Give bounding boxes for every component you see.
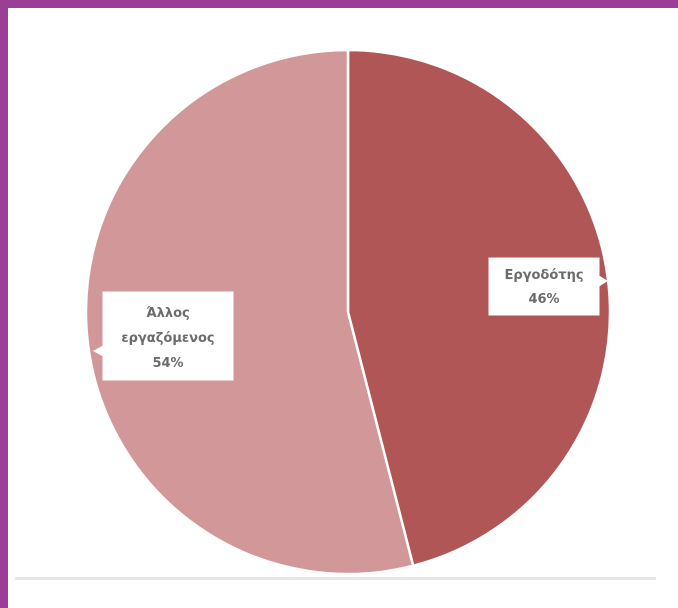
slice-label-name: Εργοδότης (504, 268, 583, 283)
label-callout-box (92, 291, 234, 381)
plot-bottom-strip (15, 577, 656, 580)
slice-label-name-line2: εργαζόμενος (121, 331, 214, 346)
slice-label-percent: 54% (152, 356, 183, 371)
pie-slice-0 (346, 48, 612, 568)
slice-label-ergodotis: Εργοδότης 46% (488, 257, 608, 316)
slice-label-allos-ergazomenos: Άλλος εργαζόμενος 54% (92, 291, 234, 381)
slice-label-name-line1: Άλλος (146, 306, 189, 321)
pie-slice-1 (84, 48, 415, 576)
slice-label-percent: 46% (528, 292, 559, 307)
slices-layer (84, 48, 612, 576)
label-callout-box (488, 257, 608, 316)
labels-layer: Εργοδότης 46% Άλλος εργαζόμενος 54% (92, 257, 608, 381)
